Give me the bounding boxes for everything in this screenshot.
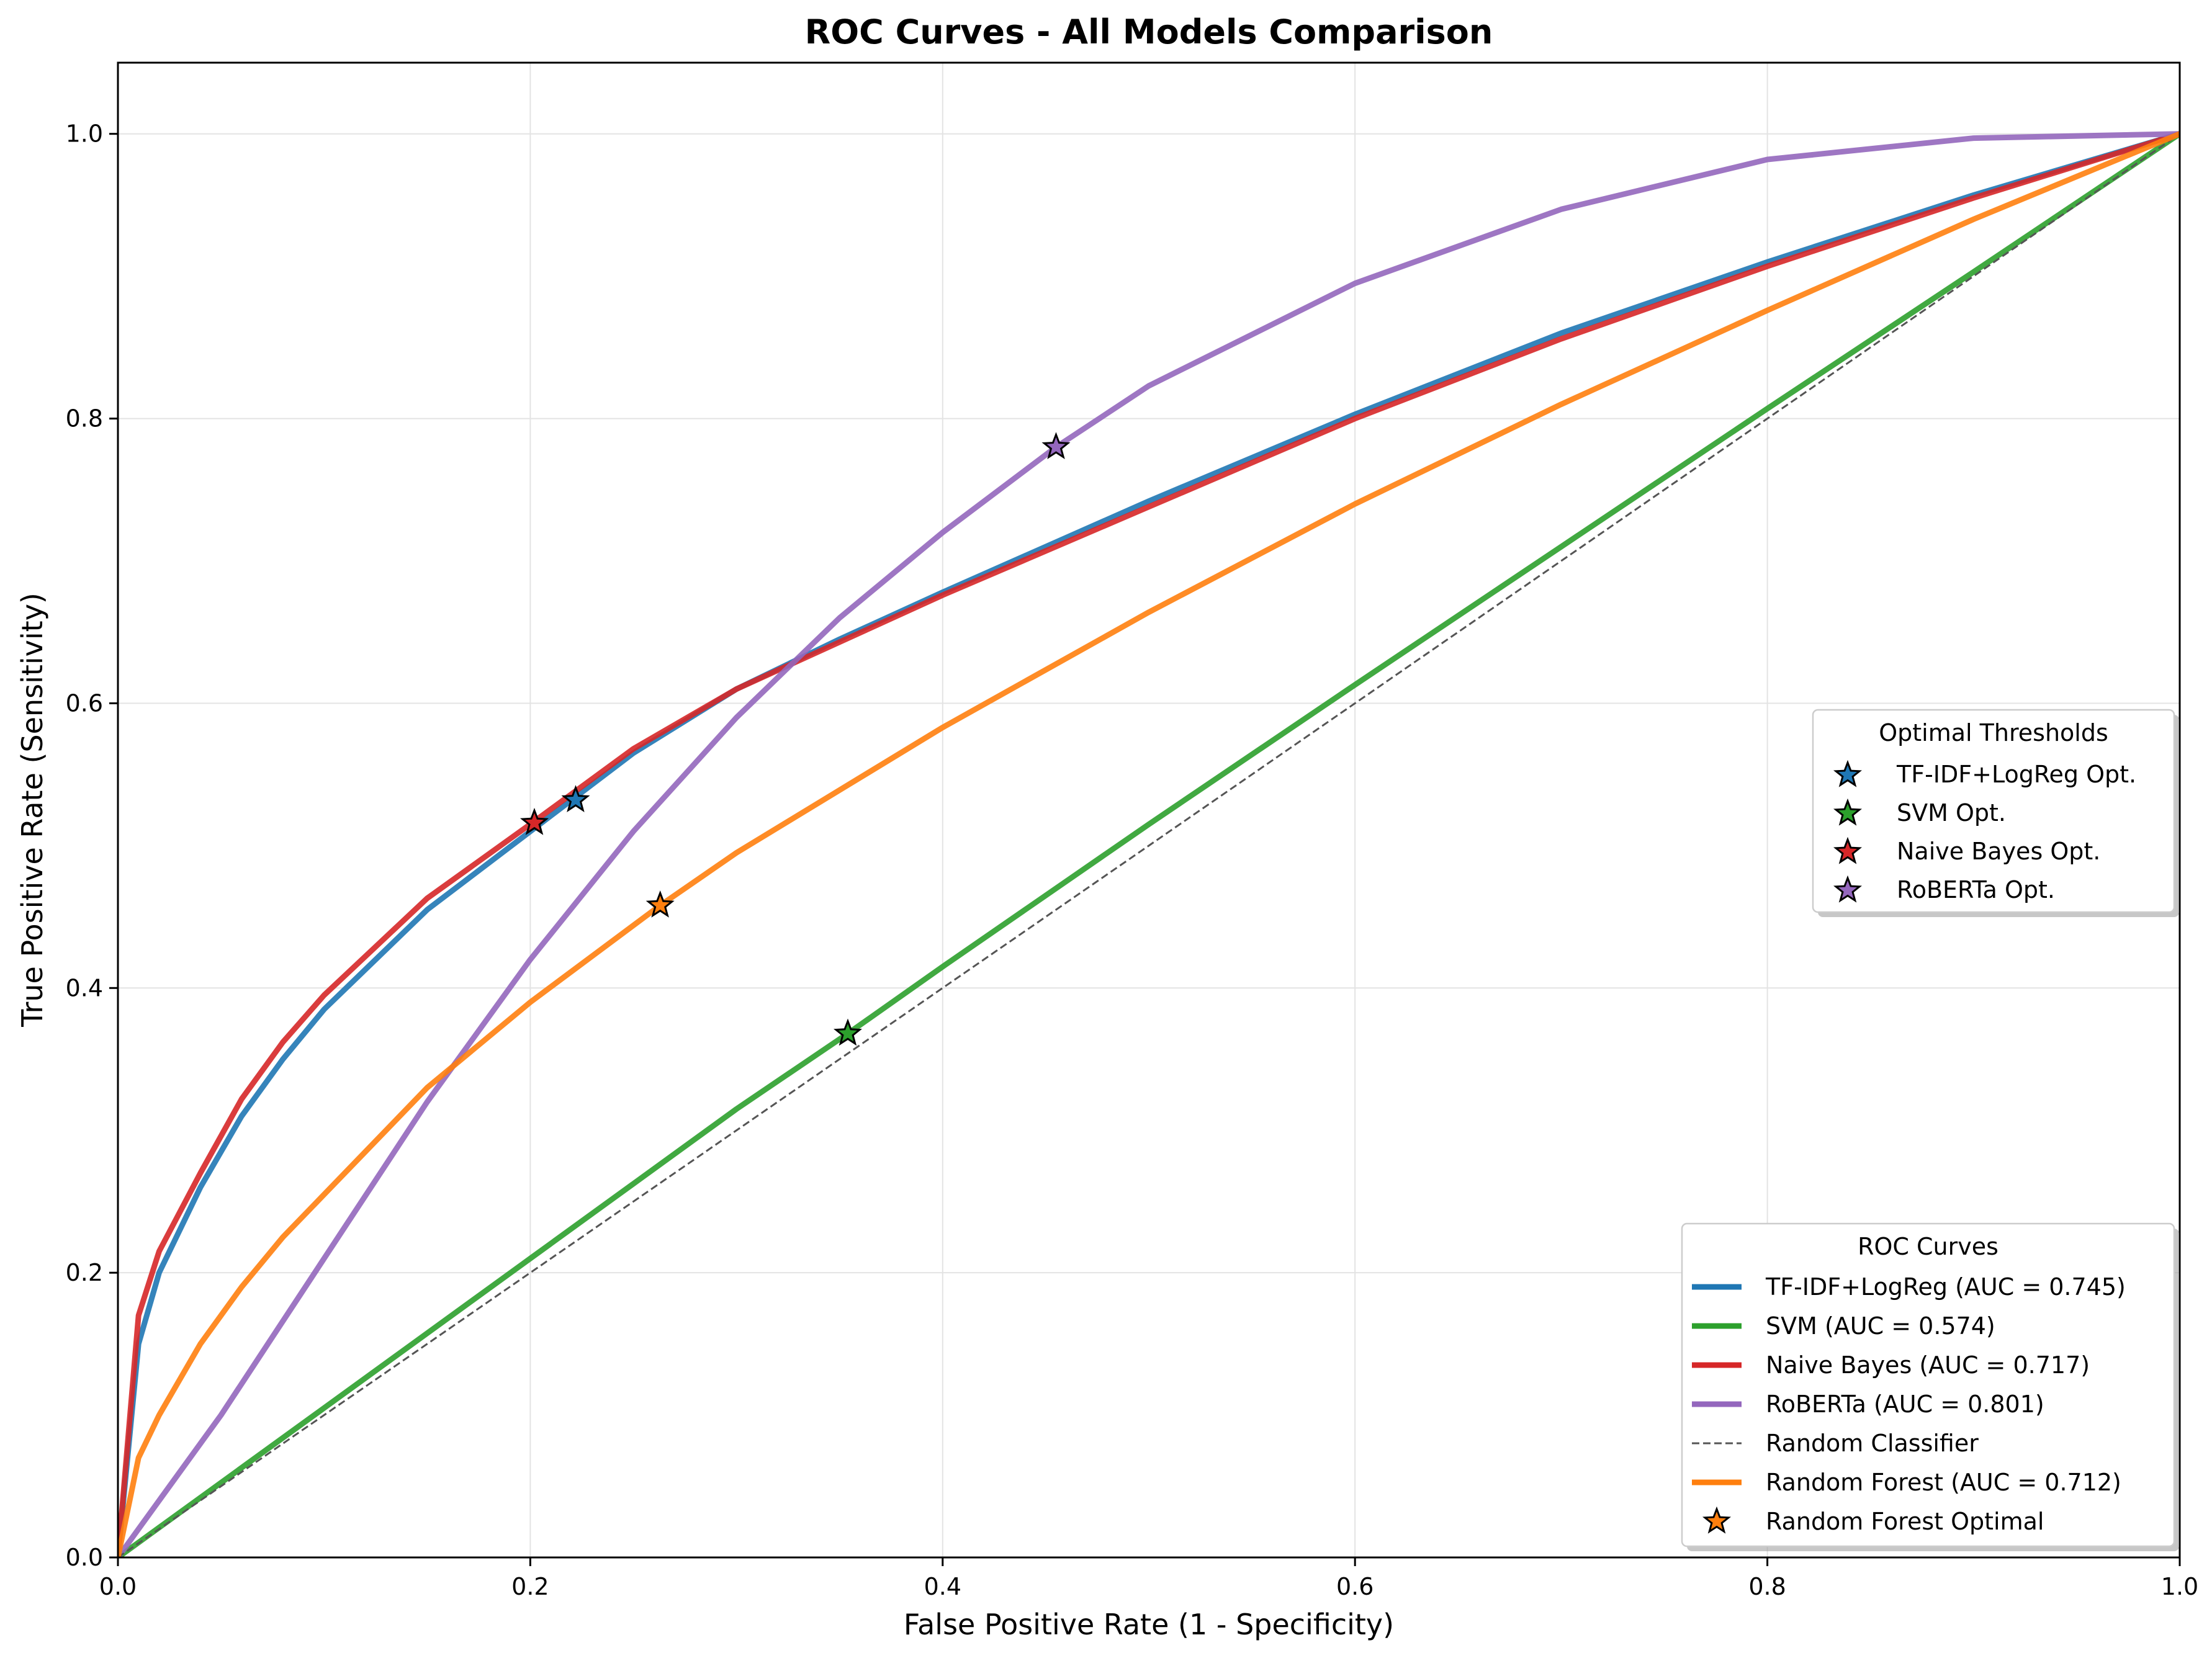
legend-title: Optimal Thresholds xyxy=(1879,719,2108,746)
y-tick-label: 1.0 xyxy=(66,120,103,148)
series-line-1 xyxy=(118,131,2180,1557)
y-tick-label: 0.4 xyxy=(66,974,103,1001)
legend-roc-curves: ROC Curves TF-IDF+LogReg (AUC = 0.745) SVM… xyxy=(1681,1222,2179,1551)
optimal-point-star-2 xyxy=(519,807,549,835)
optimal-point-star-0 xyxy=(561,785,590,813)
optimal-point-star-3 xyxy=(1041,432,1071,459)
series-line-3 xyxy=(118,131,2180,1557)
x-tick-label: 0.4 xyxy=(924,1573,961,1600)
legend-box xyxy=(1812,709,2175,913)
x-tick-label: 1.0 xyxy=(2161,1573,2198,1600)
legend-star-marker xyxy=(1702,1506,1732,1534)
legend-entry-label: TF-IDF+LogReg Opt. xyxy=(1896,761,2136,788)
series-line-2 xyxy=(118,131,2180,1557)
optimal-point-star-4 xyxy=(645,890,675,918)
grid xyxy=(117,63,2180,1558)
axis-ticks: 0.0 0.2 0.4 0.6 0.8 1.0 0.0 0.2 0.4 0.6 0.8 1.0 xyxy=(66,120,2199,1600)
x-tick-label: 0.8 xyxy=(1748,1573,1786,1600)
series-lines xyxy=(118,131,2180,1557)
legend-star-marker xyxy=(1833,759,1863,787)
series-line-4 xyxy=(118,133,2180,1557)
y-tick-label: 0.8 xyxy=(66,405,103,432)
legend-star-marker xyxy=(1833,798,1863,826)
x-tick-label: 0.6 xyxy=(1336,1573,1374,1600)
series-line-5 xyxy=(118,131,2180,1557)
legend-entry-label: RoBERTa (AUC = 0.801) xyxy=(1766,1391,2044,1418)
legend-optimal-thresholds: Optimal Thresholds TF-IDF+LogReg Opt. SVM … xyxy=(1812,709,2179,917)
y-axis-label: True Positive Rate (Sensitivity) xyxy=(16,593,49,1028)
y-tick-label: 0.2 xyxy=(66,1259,103,1286)
legend-entry-label: SVM (AUC = 0.574) xyxy=(1766,1312,1995,1340)
legend-entry-label: Random Forest (AUC = 0.712) xyxy=(1766,1469,2121,1496)
chart-title: ROC Curves - All Models Comparison xyxy=(805,12,1493,52)
legend-entry-label: Random Forest Optimal xyxy=(1766,1508,2044,1535)
legend-box xyxy=(1681,1222,2175,1548)
legend-title: ROC Curves xyxy=(1858,1233,1998,1260)
legend-entry-label: Random Classifier xyxy=(1766,1430,1979,1457)
optimal-point-star-1 xyxy=(833,1018,863,1046)
y-tick-label: 0.6 xyxy=(66,689,103,717)
x-tick-label: 0.0 xyxy=(99,1573,137,1600)
series-line-0 xyxy=(118,131,2180,1557)
legend-entry-label: SVM Opt. xyxy=(1897,799,2006,827)
optimal-markers xyxy=(519,432,1071,1046)
y-tick-label: 0.0 xyxy=(66,1544,103,1571)
plot-frame xyxy=(117,61,2181,1559)
legend-entry-label: Naive Bayes (AUC = 0.717) xyxy=(1766,1351,2090,1379)
legend-entry-label: TF-IDF+LogReg (AUC = 0.745) xyxy=(1765,1273,2126,1301)
legend-star-marker xyxy=(1833,875,1863,903)
legend-star-marker xyxy=(1833,836,1863,864)
x-tick-label: 0.2 xyxy=(511,1573,549,1600)
legend-entry-label: RoBERTa Opt. xyxy=(1897,876,2055,903)
legend-entry-label: Naive Bayes Opt. xyxy=(1897,838,2100,865)
x-axis-label: False Positive Rate (1 - Specificity) xyxy=(904,1608,1394,1641)
